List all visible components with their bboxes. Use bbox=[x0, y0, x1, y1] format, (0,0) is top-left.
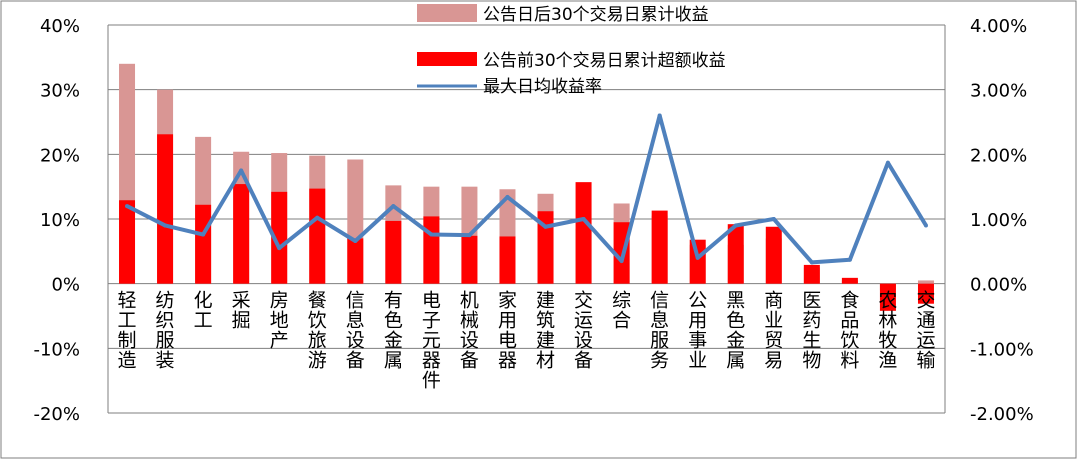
bar-before-announcement bbox=[651, 210, 668, 284]
category-label: 纺织服装 bbox=[156, 290, 175, 372]
bar-before-announcement bbox=[499, 236, 516, 284]
line-point bbox=[391, 204, 396, 209]
bar-before-announcement bbox=[271, 191, 288, 284]
bar-before-announcement bbox=[613, 222, 630, 284]
category-label: 商业贸易 bbox=[764, 290, 783, 372]
axes: 40% 4.00% 30% 3.00% 20% 2.00% 10% 1.00% 0% 0.00% -… bbox=[33, 16, 1033, 425]
bar-before-announcement bbox=[689, 239, 706, 284]
y-left-tick-label: 20% bbox=[40, 145, 80, 166]
y-left-tick-label: -10% bbox=[33, 339, 80, 360]
bar-before-announcement bbox=[119, 200, 136, 284]
line-point bbox=[239, 168, 244, 173]
line-point bbox=[619, 259, 624, 264]
bar-before-announcement bbox=[461, 235, 478, 284]
bar-before-announcement bbox=[879, 283, 896, 311]
line-point bbox=[163, 223, 168, 228]
category-label: 房地产 bbox=[270, 290, 289, 352]
legend-label-series-1: 公告前30个交易日累计超额收益 bbox=[483, 51, 726, 71]
line-point bbox=[277, 246, 282, 251]
line-point bbox=[733, 223, 738, 228]
legend-swatch-series-0 bbox=[417, 4, 477, 22]
y-left-tick-label: 0% bbox=[51, 275, 80, 296]
category-label: 农林牧渔 bbox=[878, 290, 897, 372]
category-label: 建筑建材 bbox=[536, 290, 555, 372]
line-point bbox=[429, 232, 434, 237]
bar-before-announcement bbox=[385, 220, 402, 284]
line-point bbox=[695, 255, 700, 260]
category-labels: 轻工制造纺织服装化工采掘房地产餐饮旅游信息设备有色金属电子元器件机械设备家用电器… bbox=[118, 290, 936, 392]
y-right-tick-label: -2.00% bbox=[970, 404, 1034, 425]
bar-before-announcement bbox=[347, 238, 364, 284]
y-right-tick-label: 3.00% bbox=[970, 81, 1027, 102]
category-label: 食品饮料 bbox=[840, 290, 859, 372]
line-series bbox=[125, 113, 928, 265]
category-label: 电子元器件 bbox=[422, 290, 441, 392]
bar-before-announcement bbox=[765, 226, 782, 284]
category-label: 信息设备 bbox=[346, 290, 365, 372]
bar-before-announcement bbox=[803, 264, 820, 284]
category-label: 轻工制造 bbox=[118, 290, 137, 372]
line-point bbox=[885, 160, 890, 165]
y-right-tick-label: -1.00% bbox=[970, 339, 1034, 360]
line-point bbox=[201, 232, 206, 237]
line-point bbox=[353, 238, 358, 243]
bar-before-announcement bbox=[917, 283, 934, 304]
line-point bbox=[581, 217, 586, 221]
legend-swatch-series-1 bbox=[417, 52, 477, 66]
line-point bbox=[923, 223, 928, 228]
line-point bbox=[543, 224, 548, 229]
line-point bbox=[505, 195, 510, 200]
bar-before-announcement bbox=[423, 216, 440, 284]
line-point bbox=[847, 257, 852, 262]
legend-label-series-0: 公告日后30个交易日累计收益 bbox=[483, 5, 709, 25]
line-point bbox=[657, 113, 662, 118]
y-left-tick-label: 40% bbox=[40, 16, 80, 37]
category-label: 家用电器 bbox=[498, 290, 517, 372]
bar-before-announcement bbox=[537, 211, 554, 284]
bar-before-announcement bbox=[727, 224, 744, 284]
bar-before-announcement bbox=[157, 134, 174, 284]
line-point bbox=[315, 215, 320, 220]
bar-after-announcement bbox=[917, 280, 934, 284]
y-left-tick-label: 30% bbox=[40, 81, 80, 102]
y-left-tick-label: 10% bbox=[40, 210, 80, 231]
line-point bbox=[467, 233, 472, 238]
bar-before-announcement bbox=[575, 182, 592, 284]
line-point bbox=[771, 217, 776, 221]
category-label: 公用事业 bbox=[688, 290, 707, 372]
category-label: 综合 bbox=[612, 290, 631, 332]
category-label: 化工 bbox=[194, 290, 213, 332]
y-right-tick-label: 4.00% bbox=[970, 16, 1027, 37]
category-label: 黑色金属 bbox=[726, 290, 745, 372]
category-label: 交通运输 bbox=[916, 290, 935, 372]
y-left-tick-label: -20% bbox=[33, 404, 80, 425]
bar-series bbox=[119, 63, 934, 311]
max-daily-return-line bbox=[126, 113, 928, 265]
line-point bbox=[125, 204, 130, 209]
category-label: 信息服务 bbox=[650, 290, 669, 372]
category-label: 交运设备 bbox=[574, 290, 593, 372]
category-label: 采掘 bbox=[232, 290, 251, 332]
bar-before-announcement bbox=[233, 184, 250, 284]
y-right-tick-label: 2.00% bbox=[970, 145, 1027, 166]
category-label: 有色金属 bbox=[384, 290, 403, 372]
bar-before-announcement bbox=[309, 188, 326, 284]
bar-before-announcement bbox=[841, 277, 858, 284]
y-right-tick-label: 0.00% bbox=[970, 275, 1027, 296]
category-label: 餐饮旅游 bbox=[308, 290, 327, 372]
legend: 公告日后30个交易日累计收益 公告前30个交易日累计超额收益 最大日均收益率 bbox=[417, 4, 726, 97]
category-label: 机械设备 bbox=[460, 290, 479, 372]
y-right-tick-label: 1.00% bbox=[970, 210, 1027, 231]
legend-label-series-2: 最大日均收益率 bbox=[483, 77, 602, 97]
category-label: 医药生物 bbox=[802, 290, 821, 372]
line-point bbox=[809, 260, 814, 265]
bar-before-announcement bbox=[195, 204, 212, 284]
